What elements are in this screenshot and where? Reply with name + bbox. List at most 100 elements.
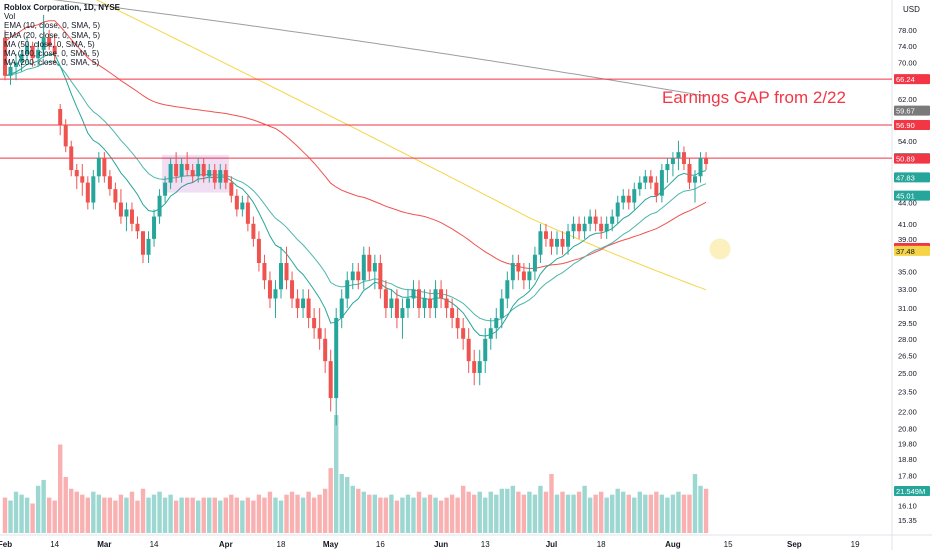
candle-body	[582, 223, 587, 232]
volume-bar	[676, 491, 681, 533]
candle-body	[223, 170, 228, 183]
candle-body	[279, 263, 283, 290]
candle-body	[146, 238, 151, 255]
candle-body	[654, 182, 659, 196]
volume-bar	[670, 494, 676, 533]
candle-body	[643, 176, 648, 183]
candle-body	[63, 124, 68, 147]
candle-body	[267, 280, 272, 299]
candle-body	[47, 37, 52, 46]
candle-body	[163, 182, 168, 196]
volume-bar	[317, 494, 322, 533]
y-tick-label: 31.00	[898, 304, 917, 313]
volume-bar	[334, 415, 339, 533]
candle-body	[361, 254, 366, 281]
candle-body	[124, 209, 129, 217]
volume-bar	[240, 500, 245, 533]
candle-body	[74, 170, 79, 177]
volume-bar	[416, 491, 422, 533]
price-tag	[894, 485, 930, 496]
volume-bar	[35, 485, 41, 533]
volume-bar	[698, 485, 703, 533]
x-tick-label: 18	[277, 540, 286, 549]
y-tick-label: 20.80	[898, 424, 917, 433]
candle-body	[532, 254, 537, 272]
candle-body	[218, 170, 223, 183]
price-tag-label: 21.549M	[896, 487, 925, 496]
volume-bar	[405, 494, 411, 533]
candle-body	[499, 298, 504, 318]
candle-body	[693, 176, 697, 183]
candle-body	[632, 189, 637, 203]
volume-bar	[80, 494, 85, 533]
candle-body	[676, 152, 681, 159]
candle-body	[637, 182, 642, 190]
legend-line-vol: Vol	[4, 12, 16, 22]
volume-bar	[488, 491, 493, 533]
volume-bar	[565, 494, 571, 533]
volume-bar	[256, 494, 262, 533]
candle-body	[141, 231, 145, 255]
candle-body	[317, 328, 322, 339]
candle-body	[229, 182, 234, 196]
candle-body	[648, 176, 653, 183]
legend-line-ema10: EMA (10, close, 0, SMA, 5)	[4, 21, 101, 31]
volume-bar	[543, 491, 549, 533]
volume-bar	[477, 491, 482, 533]
volume-bar	[615, 488, 620, 533]
candle-body	[207, 170, 212, 177]
volume-bar	[455, 497, 460, 533]
volume-bar	[472, 494, 477, 533]
volume-bar	[339, 474, 344, 533]
x-tick-label: May	[323, 540, 339, 549]
volume-bar	[626, 494, 631, 533]
volume-bar	[610, 494, 615, 533]
candle-body	[334, 317, 339, 399]
y-tick-label: 28.00	[898, 335, 917, 344]
candle-body	[190, 170, 195, 177]
candle-body	[472, 361, 477, 373]
volume-bar	[422, 497, 427, 533]
volume-bar	[372, 494, 378, 533]
volume-bar	[124, 497, 129, 533]
candle-body	[571, 223, 576, 232]
candle-body	[687, 163, 692, 183]
candle-body	[566, 231, 571, 247]
x-tick-label: Jul	[546, 540, 558, 549]
price-tag	[894, 120, 930, 131]
candle-body	[174, 163, 179, 177]
candle-body	[626, 195, 631, 203]
volume-bar	[460, 485, 466, 533]
candle-body	[383, 289, 388, 309]
ma50-line	[4, 20, 707, 270]
candle-body	[157, 195, 162, 217]
volume-bar	[527, 491, 532, 533]
chart-legend: Roblox Corporation, 1D, NYSE Vol EMA (10…	[4, 3, 120, 67]
volume-bar	[643, 494, 648, 533]
volume-bar	[273, 497, 278, 533]
x-tick-label: 13	[481, 540, 490, 549]
price-tag	[894, 105, 930, 116]
volume-bar	[449, 494, 455, 533]
candle-body	[665, 163, 670, 171]
volume-bar	[322, 488, 328, 533]
volume-bar	[571, 494, 576, 533]
x-tick-label: Aug	[665, 540, 681, 549]
currency-label: USD	[903, 5, 920, 14]
volume-bar	[113, 500, 118, 533]
volume-bar	[251, 500, 256, 533]
candle-body	[41, 37, 46, 50]
candle-body	[58, 109, 63, 125]
candle-body	[704, 158, 709, 164]
candle-body	[372, 263, 377, 272]
x-tick-label: Apr	[219, 540, 233, 549]
candle-body	[577, 223, 582, 232]
volume-bar	[146, 497, 151, 533]
candle-body	[681, 152, 686, 164]
candle-body	[411, 289, 416, 299]
price-tag	[894, 190, 930, 201]
candle-body	[560, 238, 565, 247]
candle-body	[36, 49, 41, 59]
candle-body	[593, 216, 598, 224]
